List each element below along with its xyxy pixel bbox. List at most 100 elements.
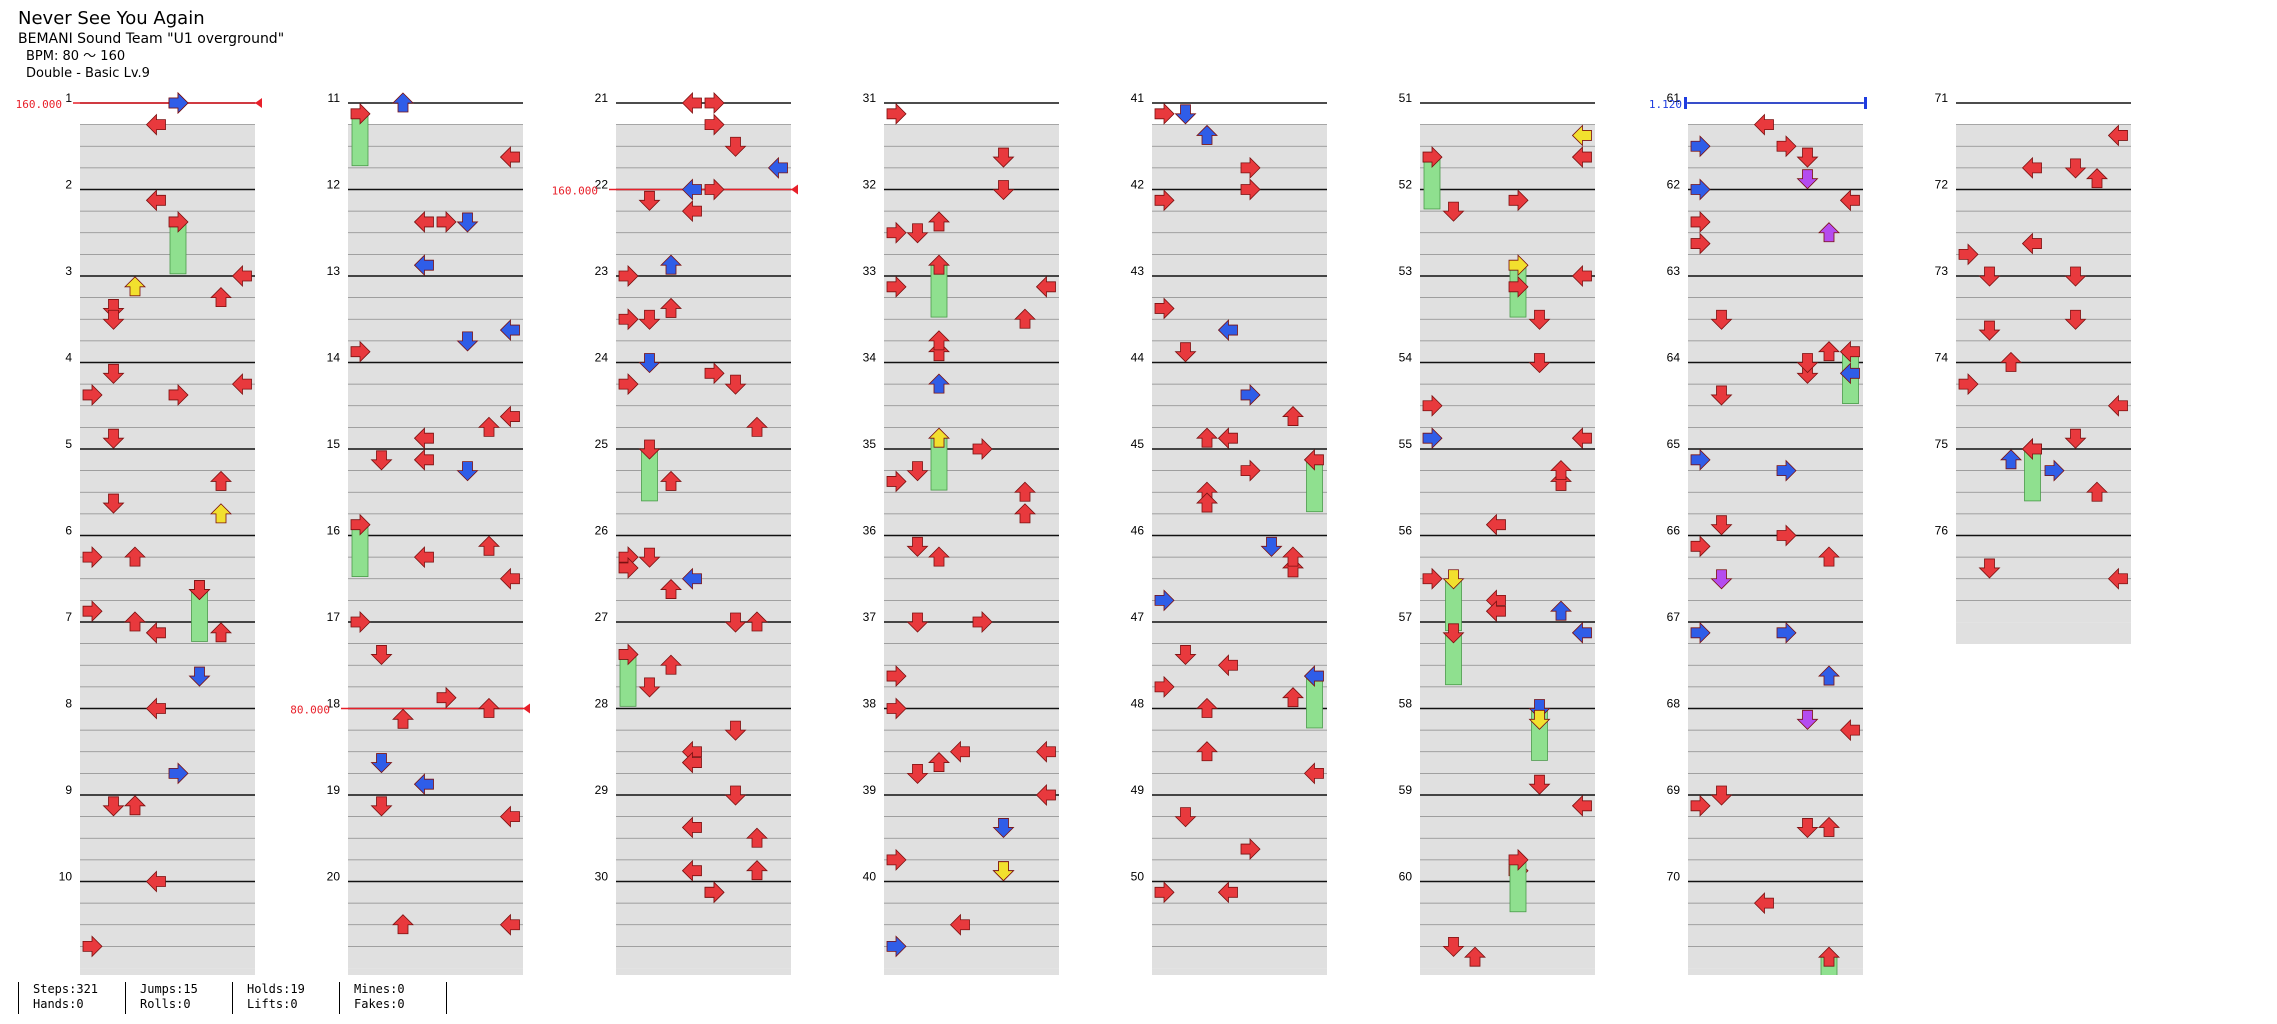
arrow-shape — [1796, 818, 1819, 839]
measure-band — [80, 492, 255, 515]
step-arrow — [1818, 341, 1840, 362]
step-arrow — [1174, 645, 1197, 666]
measure-band — [348, 189, 523, 212]
measure-band — [1688, 730, 1863, 753]
step-arrow — [2021, 438, 2042, 460]
arrow-shape — [949, 740, 970, 763]
measure-band — [884, 535, 1059, 558]
measure-band — [348, 817, 523, 839]
measure-band — [1420, 579, 1595, 601]
arrow-shape — [886, 470, 907, 493]
measure-band — [1956, 233, 2131, 255]
arrow-shape — [638, 309, 661, 330]
measure-band — [616, 233, 791, 255]
step-arrow — [1710, 569, 1733, 590]
arrow-shape — [928, 751, 950, 772]
measure-band — [348, 535, 523, 558]
stat-mines: Mines:0 — [354, 982, 405, 996]
arrow-shape — [499, 913, 520, 936]
arrow-shape — [681, 567, 702, 590]
step-arrow — [168, 762, 189, 785]
step-arrow — [145, 870, 166, 893]
step-arrow — [746, 827, 768, 848]
arrow-shape — [82, 600, 103, 623]
step-arrow — [231, 265, 252, 287]
arrow-shape — [638, 353, 661, 374]
arrow-shape — [1154, 102, 1175, 125]
arrow-shape — [1818, 222, 1840, 243]
step-arrow — [1839, 340, 1860, 363]
step-arrow — [704, 178, 725, 201]
measure-band — [348, 254, 523, 277]
measure-band — [348, 600, 523, 623]
measure-band — [616, 925, 791, 947]
measure-band — [1956, 406, 2131, 428]
measure-band — [884, 579, 1059, 601]
measure-band — [616, 125, 791, 147]
arrow-shape — [618, 556, 639, 579]
measure-band — [1688, 146, 1863, 169]
arrow-shape — [886, 935, 907, 958]
step-arrow — [1303, 448, 1324, 471]
step-arrow — [1690, 448, 1711, 471]
measure-band — [348, 146, 523, 169]
arrow-shape — [1796, 353, 1819, 374]
step-arrow — [681, 816, 702, 839]
step-arrow — [499, 805, 520, 828]
measure-band — [1420, 514, 1595, 536]
arrow-shape — [1839, 719, 1860, 742]
arrow-shape — [972, 611, 993, 633]
measure-band — [80, 795, 255, 817]
arrow-shape — [2107, 124, 2128, 147]
step-arrow — [1690, 135, 1711, 158]
arrow-shape — [413, 210, 434, 233]
step-arrow — [1796, 818, 1819, 839]
step-arrow — [1240, 156, 1261, 179]
arrow-shape — [1442, 201, 1465, 222]
step-arrow — [1014, 308, 1036, 329]
step-arrow — [413, 546, 434, 569]
measure-band — [348, 362, 523, 385]
arrow-shape — [1796, 169, 1819, 190]
arrow-shape — [660, 578, 682, 599]
measure-band — [80, 125, 255, 147]
measure-band — [80, 708, 255, 731]
step-arrow — [1818, 546, 1840, 567]
measure-band — [884, 168, 1059, 190]
step-arrow — [1958, 243, 1979, 266]
measure-band — [348, 211, 523, 234]
arrow-shape — [1035, 275, 1056, 298]
arrow-shape — [1035, 740, 1056, 763]
measure-band — [884, 860, 1059, 882]
arrow-shape — [350, 102, 371, 125]
arrow-shape — [1485, 600, 1506, 623]
arrow-shape — [638, 439, 661, 460]
arrow-shape — [1571, 794, 1592, 817]
measure-band — [616, 773, 791, 796]
measure-band — [348, 427, 523, 450]
measure-number: 8 — [65, 697, 72, 711]
measure-band — [1688, 384, 1863, 407]
measure-band — [884, 125, 1059, 147]
arrow-shape — [992, 861, 1015, 882]
measure-band — [1152, 362, 1327, 385]
step-arrow — [413, 254, 434, 277]
measure-band — [1688, 687, 1863, 709]
step-arrow — [1978, 558, 2001, 579]
arrow-shape — [1154, 675, 1175, 698]
measure-number: 62 — [1667, 178, 1681, 192]
arrow-shape — [1485, 513, 1506, 536]
arrow-shape — [1303, 448, 1324, 471]
step-arrow — [1154, 189, 1175, 212]
measure-band — [1688, 817, 1863, 839]
measure-band — [1152, 276, 1327, 298]
step-arrow — [478, 416, 500, 437]
measure-band — [348, 341, 523, 363]
measure-band — [1152, 189, 1327, 212]
arrow-shape — [1174, 645, 1197, 666]
measure-band — [1688, 622, 1863, 644]
step-arrow — [1528, 709, 1551, 730]
arrow-shape — [82, 546, 103, 569]
measure-number: 34 — [863, 351, 877, 365]
step-arrow — [1690, 232, 1711, 255]
